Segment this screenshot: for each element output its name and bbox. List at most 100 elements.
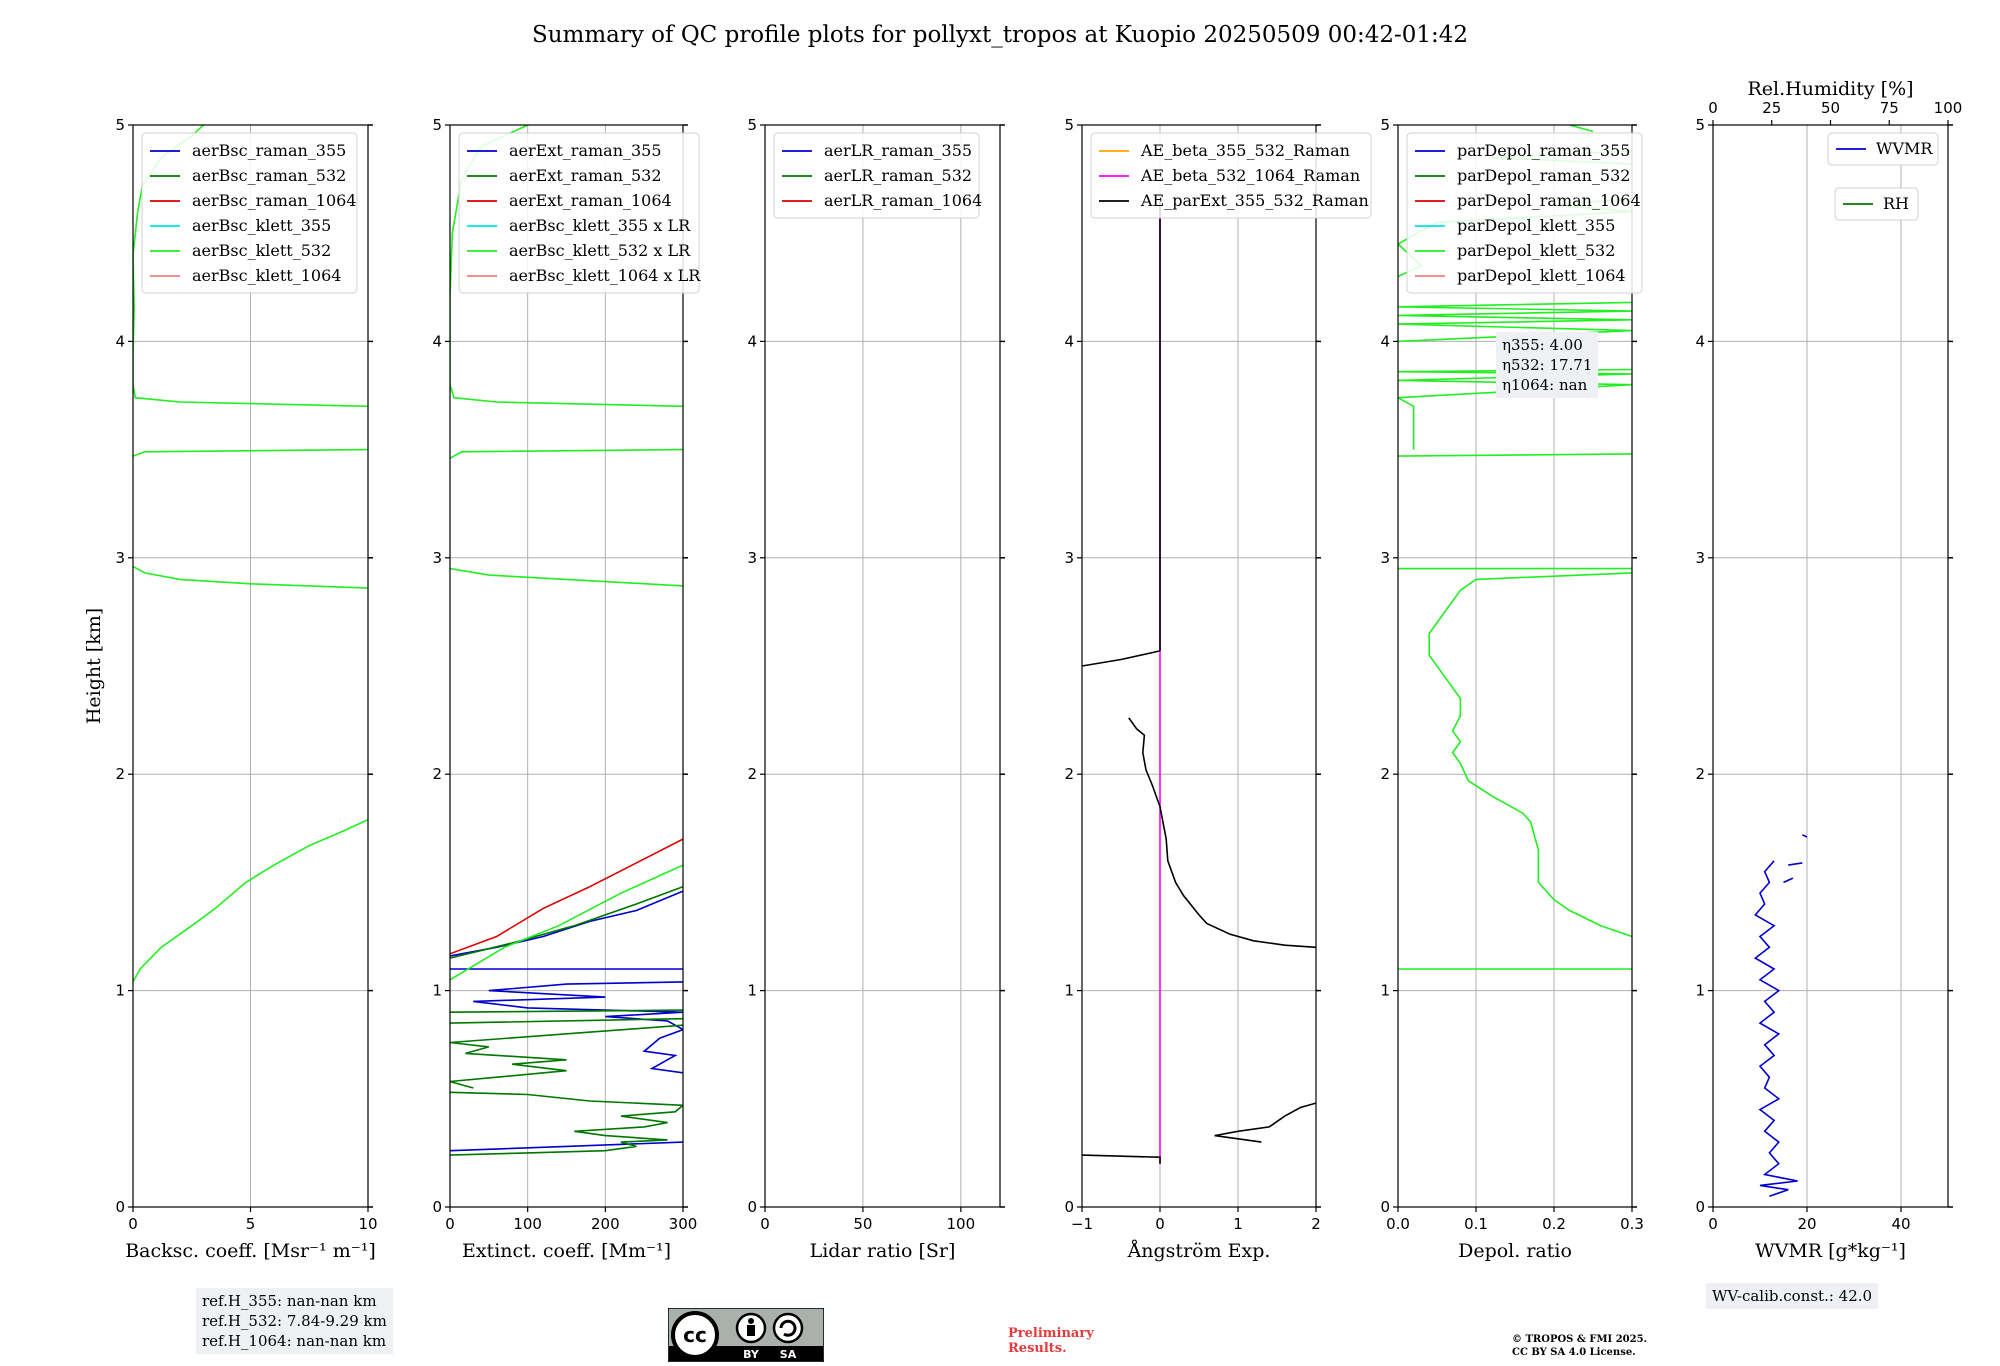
x2-tick-label: 25 — [1762, 99, 1781, 117]
legend-entry: WVMR — [1876, 139, 1933, 158]
y-tick-label: 1 — [1064, 982, 1074, 1000]
series-group — [1082, 200, 1316, 1164]
x-tick-label: 300 — [669, 1215, 698, 1233]
x-tick-label: 0.1 — [1464, 1215, 1488, 1233]
x-tick-label: 2 — [1311, 1215, 1321, 1233]
legend: aerBsc_raman_355 aerBsc_raman_532 aerBsc_r… — [141, 132, 358, 294]
x-tick-label: 0 — [1708, 1215, 1718, 1233]
series-line-wvmr — [1753, 834, 1808, 1197]
y-tick-label: 4 — [747, 332, 757, 350]
x2-axis-label: Rel.Humidity [%] — [1747, 78, 1913, 100]
y-tick-label: 3 — [1064, 549, 1074, 567]
axes-frame — [449, 124, 684, 1208]
svg-text:cc: cc — [683, 1323, 707, 1347]
legend-entry: aerExt_raman_1064 — [509, 191, 672, 210]
preliminary-line-2: Results. — [1008, 1341, 1067, 1356]
preliminary-line-1: Preliminary — [1008, 1326, 1094, 1341]
legend: aerLR_raman_355 aerLR_raman_532 aerLR_rama… — [773, 132, 982, 219]
legend-entry: parDepol_raman_1064 — [1457, 191, 1641, 210]
legend-entry: aerBsc_klett_532 x LR — [509, 241, 691, 260]
x-tick-label: 100 — [947, 1215, 976, 1233]
legend-frame — [458, 132, 700, 294]
legend: aerExt_raman_355 aerExt_raman_532 aerExt_r… — [458, 132, 701, 294]
y-tick-label: 4 — [432, 332, 442, 350]
y-tick-label: 2 — [432, 765, 442, 783]
x-axis-label: Extinct. coeff. [Mm⁻¹] — [462, 1240, 671, 1262]
x-tick-label: 40 — [1891, 1215, 1910, 1233]
x-tick-label: 5 — [246, 1215, 256, 1233]
x-tick-label: 20 — [1797, 1215, 1816, 1233]
x-tick-label: 0 — [445, 1215, 455, 1233]
axes-frame — [1081, 124, 1317, 1208]
y-tick-label: 4 — [1064, 332, 1074, 350]
y-tick-label: 0 — [432, 1198, 442, 1216]
x-tick-label: 10 — [358, 1215, 377, 1233]
copyright-line-1: © TROPOS & FMI 2025. — [1512, 1334, 1648, 1345]
x-axis-label: Backsc. coeff. [Msr⁻¹ m⁻¹] — [125, 1240, 376, 1262]
series-line-aerbsc-klett-532 — [133, 125, 368, 983]
y-tick-label: 3 — [747, 549, 757, 567]
legend-entry: aerBsc_klett_355 x LR — [509, 216, 691, 235]
y-tick-label: 2 — [115, 765, 125, 783]
legend-frame — [1090, 132, 1372, 219]
y-tick-label: 1 — [1695, 982, 1705, 1000]
y-tick-label: 3 — [432, 549, 442, 567]
x2-tick-label: 0 — [1708, 99, 1718, 117]
legend-entry: RH — [1883, 194, 1909, 213]
legend-entry: aerLR_raman_532 — [824, 166, 972, 185]
legend-entry: parDepol_raman_355 — [1457, 141, 1630, 160]
legend-entry: aerBsc_klett_355 — [192, 216, 331, 235]
panel-2: 0 1 2 3 4 5 0 100 200 300 Extinct. coeff. [Mm⁻¹] ae… — [432, 116, 701, 1262]
legend-frame — [141, 132, 358, 294]
preliminary-note: Preliminary Results. — [1008, 1326, 1094, 1356]
y-tick-label: 0 — [1064, 1198, 1074, 1216]
x-tick-label: 200 — [591, 1215, 620, 1233]
cc-by-sa-icon: cc BY SA — [667, 1307, 825, 1363]
figure-title: Summary of QC profile plots for pollyxt_… — [531, 22, 1469, 48]
legend-frame — [1827, 132, 1939, 166]
y-tick-label: 1 — [747, 982, 757, 1000]
legend-entry: parDepol_klett_1064 — [1457, 266, 1626, 285]
legend-entry: aerBsc_raman_532 — [192, 166, 346, 185]
legend-entry: AE_beta_532_1064_Raman — [1140, 166, 1360, 185]
legend-entry: AE_beta_355_532_Raman — [1140, 141, 1350, 160]
x2-tick-label: 100 — [1934, 99, 1963, 117]
series-line-aerext-raman-1064 — [450, 838, 683, 955]
wv-calibration-box: WV-calib.const.: 42.0 — [1706, 1283, 1879, 1309]
y-axis-label: Height [km] — [83, 608, 105, 724]
y-tick-label: 4 — [1695, 332, 1705, 350]
eta-1064: η1064: nan — [1502, 376, 1588, 394]
legend: parDepol_raman_355 parDepol_raman_532 parD… — [1406, 132, 1643, 294]
y-tick-label: 2 — [1695, 765, 1705, 783]
license-sa-label: SA — [780, 1348, 797, 1361]
ref-line-532: ref.H_532: 7.84-9.29 km — [202, 1312, 387, 1330]
legend-entry: aerBsc_klett_1064 — [192, 266, 341, 285]
x-tick-label: 1 — [1233, 1215, 1243, 1233]
series-line-aerbsc-klett-532-x-lr — [450, 125, 683, 981]
ref-line-355: ref.H_355: nan-nan km — [202, 1292, 377, 1310]
legend-entry: aerExt_raman_532 — [509, 166, 662, 185]
y-tick-label: 5 — [1064, 116, 1074, 134]
x-tick-label: 0 — [128, 1215, 138, 1233]
x-tick-label: 0 — [1155, 1215, 1165, 1233]
series-line-ae-parext-355-532-raman — [1082, 200, 1316, 1164]
series-line-aerext-raman-355 — [450, 890, 683, 1152]
y-tick-label: 3 — [1380, 549, 1390, 567]
legend-entry: parDepol_klett_355 — [1457, 216, 1615, 235]
legend-frame — [1406, 132, 1643, 294]
y-tick-label: 5 — [1380, 116, 1390, 134]
y-tick-label: 4 — [1380, 332, 1390, 350]
y-tick-label: 4 — [115, 332, 125, 350]
x2-tick-label: 50 — [1821, 99, 1840, 117]
reference-height-box: ref.H_355: nan-nan km ref.H_532: 7.84-9.… — [196, 1288, 393, 1354]
y-tick-label: 0 — [1695, 1198, 1705, 1216]
series-group — [1753, 834, 1808, 1197]
y-tick-label: 5 — [432, 116, 442, 134]
legend-entry: aerLR_raman_355 — [824, 141, 972, 160]
series-group — [450, 125, 683, 1156]
copyright-note: © TROPOS & FMI 2025. CC BY SA 4.0 Licens… — [1512, 1333, 1647, 1359]
y-tick-label: 2 — [1064, 765, 1074, 783]
x-tick-label: 0.0 — [1386, 1215, 1410, 1233]
y-tick-label: 0 — [1380, 1198, 1390, 1216]
